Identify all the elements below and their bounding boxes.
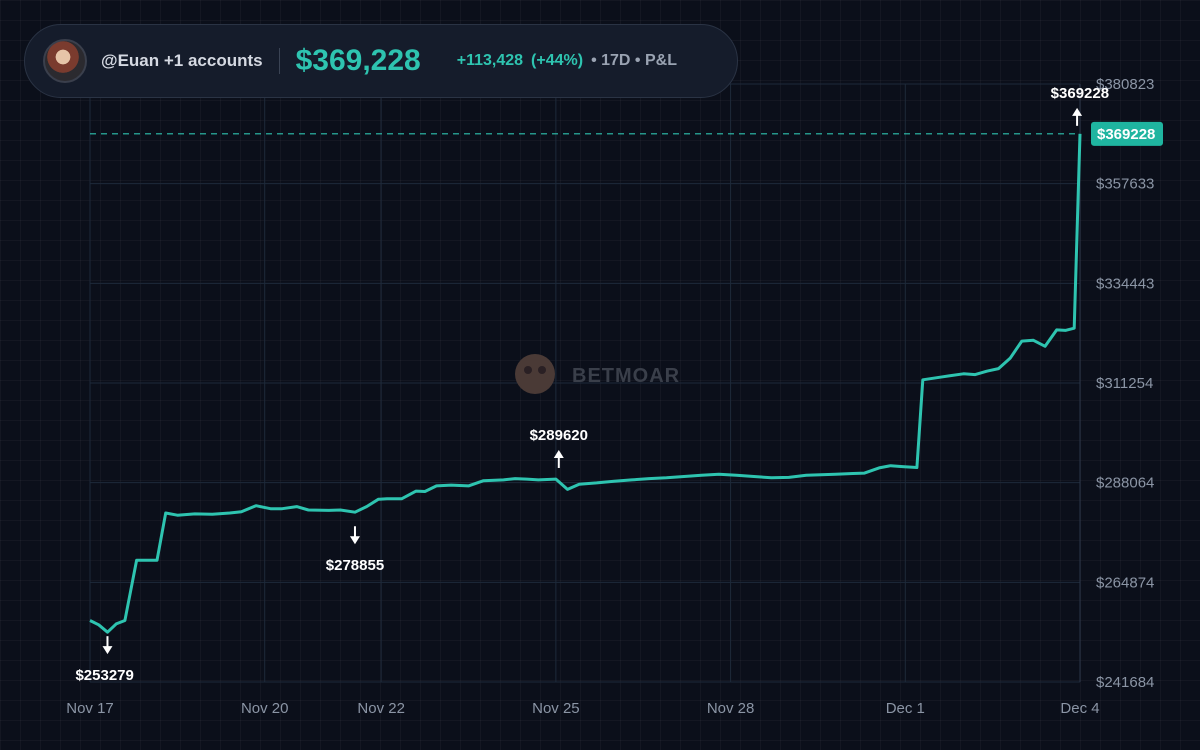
x-tick-label: Nov 17 (66, 700, 114, 717)
current-value-badge-label: $369228 (1097, 126, 1155, 143)
annotation-label: $278855 (326, 557, 384, 574)
monkey-eye-icon (524, 366, 532, 374)
y-tick-label: $357633 (1096, 176, 1154, 193)
total-value: $369,228 (295, 44, 421, 77)
y-tick-label: $288064 (1096, 475, 1154, 492)
annotation-marker: $278855 (326, 526, 384, 574)
y-tick-label: $380823 (1096, 76, 1154, 93)
annotation-marker: $253279 (75, 636, 134, 684)
monkey-eye-icon (538, 366, 546, 374)
header-divider (278, 48, 280, 74)
y-tick-label: $241684 (1096, 674, 1154, 691)
x-axis-ticks: Nov 17 Nov 20 Nov 22 Nov 25 Nov 28 Dec 1 Dec 4 (66, 700, 1099, 717)
annotation-label: $289620 (530, 427, 588, 444)
y-axis-ticks: $241684 $264874 $288064 $311254 $334443 $3576… (1096, 76, 1154, 691)
annotation-marker: $289620 (530, 427, 588, 468)
current-value-badge: $369228 (1091, 121, 1163, 146)
x-tick-label: Nov 22 (357, 700, 405, 717)
y-tick-label: $264874 (1096, 574, 1154, 591)
arrow-up-icon (553, 449, 564, 458)
x-tick-label: Nov 28 (707, 700, 755, 717)
avatar[interactable] (43, 39, 87, 83)
x-tick-label: Nov 25 (532, 700, 580, 717)
watermark: BETMOAR (515, 354, 680, 394)
annotation-marker: $369228 (1051, 85, 1109, 126)
annotations: $253279 $278855 $289620 $369228 (75, 85, 1109, 684)
annotation-label: $369228 (1051, 85, 1109, 102)
series-line (89, 133, 1082, 634)
watermark-text: BETMOAR (572, 365, 680, 387)
monkey-logo-icon (515, 354, 555, 394)
summary-header: @Euan +1 accounts $369,228 +113,428 (+44… (24, 24, 738, 98)
current-value-badge-bg (1091, 121, 1163, 146)
x-tick-label: Nov 20 (241, 700, 289, 717)
change-value: +113,428 (456, 52, 524, 69)
arrow-up-icon (1072, 107, 1083, 116)
x-tick-label: Dec 1 (886, 700, 925, 717)
period-meta: • 17D • P&L (591, 52, 677, 69)
x-tick-label: Dec 4 (1060, 700, 1099, 717)
account-name[interactable]: @Euan +1 accounts (101, 51, 263, 70)
arrow-down-icon (349, 536, 360, 545)
annotation-label: $253279 (75, 667, 133, 684)
y-tick-label: $311254 (1096, 375, 1153, 392)
y-tick-label: $334443 (1096, 275, 1154, 292)
change-percent: (+44%) (531, 52, 584, 69)
arrow-down-icon (102, 646, 113, 655)
